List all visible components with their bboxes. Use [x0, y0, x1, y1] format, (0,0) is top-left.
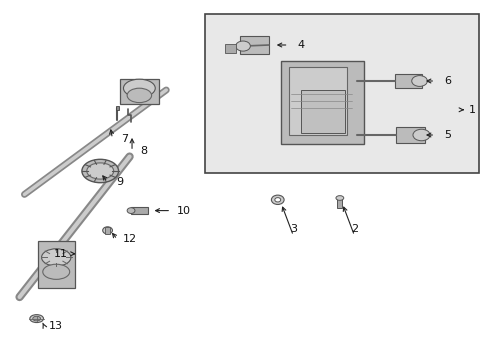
Bar: [116, 106, 119, 110]
Ellipse shape: [102, 227, 112, 234]
Ellipse shape: [235, 41, 250, 51]
Bar: [300, 90, 344, 133]
Ellipse shape: [127, 88, 151, 103]
Ellipse shape: [81, 159, 118, 183]
Bar: [120, 79, 159, 104]
Bar: [130, 207, 147, 214]
Ellipse shape: [30, 315, 43, 323]
Text: 11: 11: [54, 249, 68, 259]
Bar: [394, 74, 421, 88]
Bar: [38, 241, 75, 288]
Bar: [105, 227, 110, 234]
Ellipse shape: [33, 316, 41, 321]
Text: 10: 10: [176, 206, 190, 216]
Text: 1: 1: [468, 105, 474, 115]
Text: 9: 9: [116, 177, 123, 187]
Ellipse shape: [335, 196, 343, 200]
Bar: [239, 36, 268, 54]
Bar: [281, 61, 364, 144]
Ellipse shape: [41, 249, 71, 266]
Ellipse shape: [412, 129, 429, 141]
Ellipse shape: [87, 163, 113, 179]
Text: 13: 13: [49, 321, 63, 331]
Bar: [205, 14, 478, 173]
Text: 6: 6: [443, 76, 450, 86]
Text: 8: 8: [141, 146, 147, 156]
Ellipse shape: [411, 76, 427, 86]
Text: 3: 3: [289, 224, 296, 234]
Text: 12: 12: [122, 234, 136, 244]
Ellipse shape: [127, 208, 135, 213]
Ellipse shape: [271, 195, 284, 204]
Text: 7: 7: [121, 134, 128, 144]
Ellipse shape: [123, 79, 155, 97]
Text: 4: 4: [297, 40, 304, 50]
Bar: [395, 127, 425, 143]
Bar: [337, 198, 342, 208]
Text: 2: 2: [350, 224, 357, 234]
Bar: [288, 67, 346, 135]
Text: 5: 5: [443, 130, 450, 140]
Ellipse shape: [43, 264, 70, 279]
Ellipse shape: [274, 198, 280, 202]
Bar: [225, 44, 236, 53]
